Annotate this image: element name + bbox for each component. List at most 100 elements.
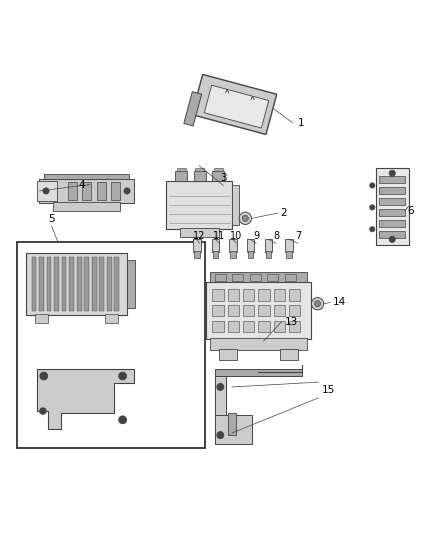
Circle shape [370, 227, 375, 232]
Bar [228, 413, 236, 435]
Text: 11: 11 [213, 231, 225, 241]
Bar [258, 289, 270, 301]
Text: 9: 9 [253, 231, 259, 241]
Bar [215, 415, 252, 444]
Bar [195, 168, 204, 172]
Bar [84, 257, 89, 311]
Bar [266, 251, 271, 258]
Text: 5: 5 [48, 214, 55, 223]
Bar [212, 321, 224, 332]
Bar [228, 289, 239, 301]
Bar [114, 257, 119, 311]
Bar [180, 229, 219, 237]
Bar [212, 239, 219, 252]
Bar [111, 182, 120, 200]
Bar [194, 172, 206, 181]
Bar [258, 321, 270, 332]
Bar [26, 253, 127, 314]
Text: 13: 13 [285, 317, 298, 327]
Circle shape [119, 416, 127, 424]
Bar [286, 251, 292, 258]
Bar [210, 272, 307, 282]
Bar [46, 257, 51, 311]
Polygon shape [37, 369, 134, 429]
Bar [280, 349, 298, 360]
Circle shape [389, 236, 395, 243]
Bar [107, 257, 112, 311]
Bar [214, 168, 223, 172]
Bar [265, 239, 272, 252]
Bar [243, 305, 254, 317]
Circle shape [370, 205, 375, 210]
Bar [215, 274, 226, 280]
Text: 6: 6 [407, 206, 414, 216]
Bar [379, 209, 405, 216]
Bar [39, 179, 134, 203]
Bar [228, 321, 239, 332]
Bar [285, 274, 296, 280]
Text: 12: 12 [193, 231, 205, 241]
Circle shape [119, 372, 127, 380]
Bar [376, 168, 409, 245]
Bar [379, 198, 405, 205]
Bar [44, 174, 129, 179]
Circle shape [217, 383, 224, 391]
Bar [285, 239, 293, 252]
Bar [17, 243, 205, 448]
Bar [215, 369, 302, 376]
Bar [213, 251, 218, 258]
Bar [212, 172, 224, 181]
Bar [194, 251, 200, 258]
Circle shape [40, 372, 48, 380]
Bar [99, 257, 104, 311]
Circle shape [124, 188, 130, 194]
Text: 4: 4 [79, 180, 85, 190]
Bar [127, 260, 135, 308]
Bar [97, 182, 106, 200]
Bar [289, 321, 300, 332]
Bar [32, 257, 36, 311]
Circle shape [43, 188, 49, 194]
Bar [379, 187, 405, 194]
Text: 1: 1 [298, 118, 304, 128]
Circle shape [311, 297, 324, 310]
Bar [193, 239, 201, 252]
Bar [243, 289, 254, 301]
Bar [232, 185, 239, 225]
Bar [69, 257, 74, 311]
Bar [206, 282, 311, 339]
Bar [54, 257, 59, 311]
Bar [35, 314, 48, 322]
Circle shape [217, 432, 224, 439]
Circle shape [239, 212, 251, 224]
Bar [39, 257, 44, 311]
Bar [204, 85, 269, 128]
Bar [258, 305, 270, 317]
Text: 3: 3 [220, 173, 227, 183]
Bar [53, 202, 120, 211]
Circle shape [370, 183, 375, 188]
Bar [229, 239, 237, 252]
Bar [379, 231, 405, 238]
Circle shape [242, 215, 248, 221]
Bar [379, 220, 405, 227]
Circle shape [314, 301, 321, 307]
Bar [192, 75, 277, 134]
Bar [62, 257, 67, 311]
Text: 15: 15 [322, 385, 335, 395]
Bar [175, 172, 187, 181]
Bar [274, 305, 285, 317]
Text: 2: 2 [280, 208, 287, 218]
Bar [228, 305, 239, 317]
Bar [274, 321, 285, 332]
Bar [37, 181, 57, 201]
Bar [105, 314, 118, 322]
Bar [212, 305, 224, 317]
Text: 14: 14 [333, 297, 346, 308]
Bar [247, 239, 254, 252]
Bar [219, 349, 237, 360]
Bar [177, 168, 186, 172]
Bar [166, 181, 232, 229]
Bar [243, 321, 254, 332]
Bar [82, 182, 91, 200]
